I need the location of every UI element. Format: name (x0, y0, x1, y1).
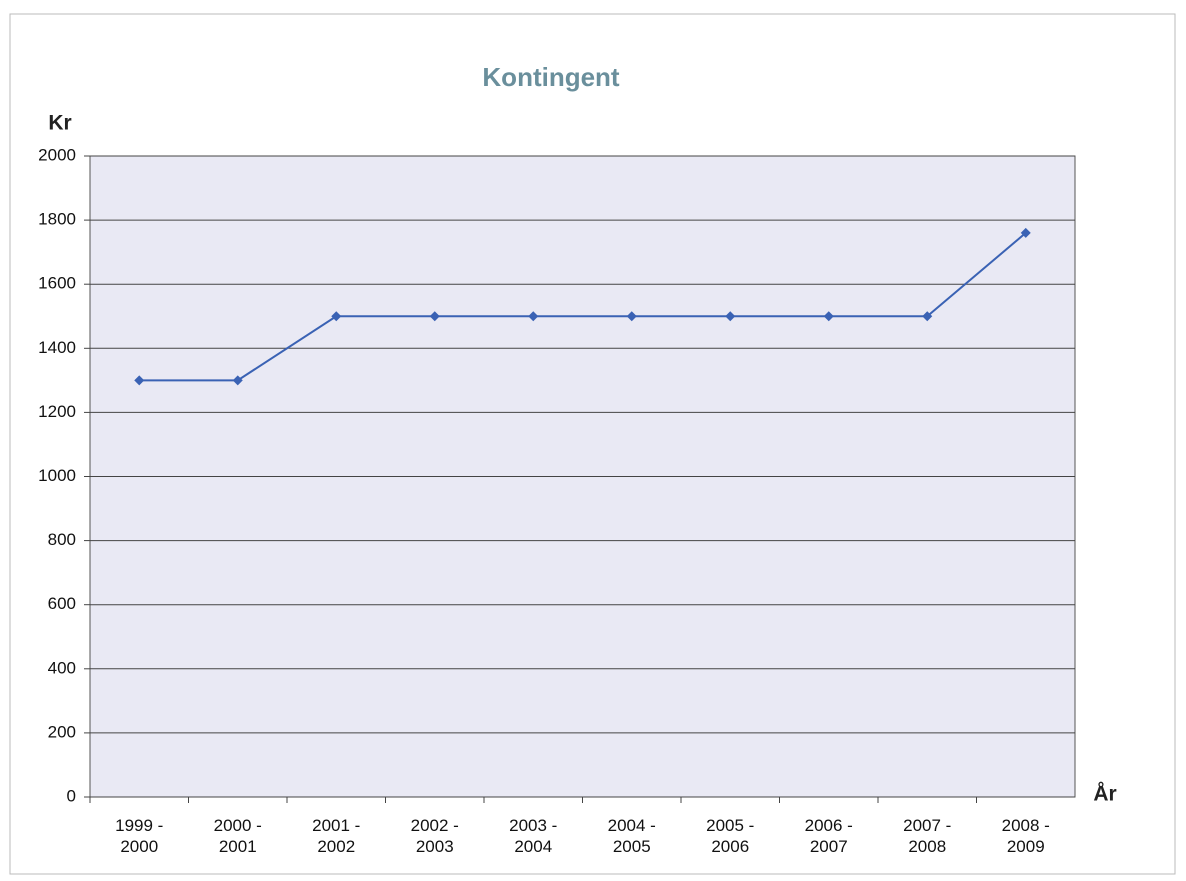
y-tick-label: 0 (67, 786, 76, 805)
data-point (922, 311, 933, 322)
y-tick-label: 800 (48, 530, 76, 549)
y-tick-label: 600 (48, 594, 76, 613)
y-tick-label: 400 (48, 658, 76, 677)
x-tick-label: 2008 -2009 (1002, 816, 1050, 856)
data-point (331, 311, 342, 322)
data-point (528, 311, 539, 322)
y-tick-label: 1600 (38, 274, 76, 293)
x-tick-label: 2004 -2005 (608, 816, 656, 856)
x-tick-label: 2007 -2008 (903, 816, 951, 856)
y-tick-label: 1400 (38, 338, 76, 357)
data-point (134, 375, 145, 386)
y-axis-title: Kr (48, 112, 71, 135)
x-tick-label: 2006 -2007 (805, 816, 853, 856)
data-point (823, 311, 834, 322)
series-line (139, 232, 1027, 382)
data-point (1020, 227, 1031, 238)
chart-title: Kontingent (482, 62, 620, 92)
y-tick-label: 1200 (38, 402, 76, 421)
y-tick-label: 200 (48, 722, 76, 741)
x-tick-label: 2002 -2003 (411, 816, 459, 856)
x-axis-title: År (1093, 782, 1116, 806)
data-point (232, 375, 243, 386)
y-tick-label: 1800 (38, 210, 76, 229)
chart-frame (9, 13, 1176, 875)
data-point (725, 311, 736, 322)
x-tick-label: 2003 -2004 (509, 816, 557, 856)
x-tick-label: 2001 -2002 (312, 816, 360, 856)
y-tick-label: 2000 (38, 145, 76, 164)
y-tick-label: 1000 (38, 466, 76, 485)
data-point (626, 311, 637, 322)
x-tick-label: 2005 -2006 (706, 816, 754, 856)
data-point (429, 311, 440, 322)
x-tick-label: 1999 -2000 (115, 816, 163, 856)
x-tick-label: 2000 -2001 (214, 816, 262, 856)
